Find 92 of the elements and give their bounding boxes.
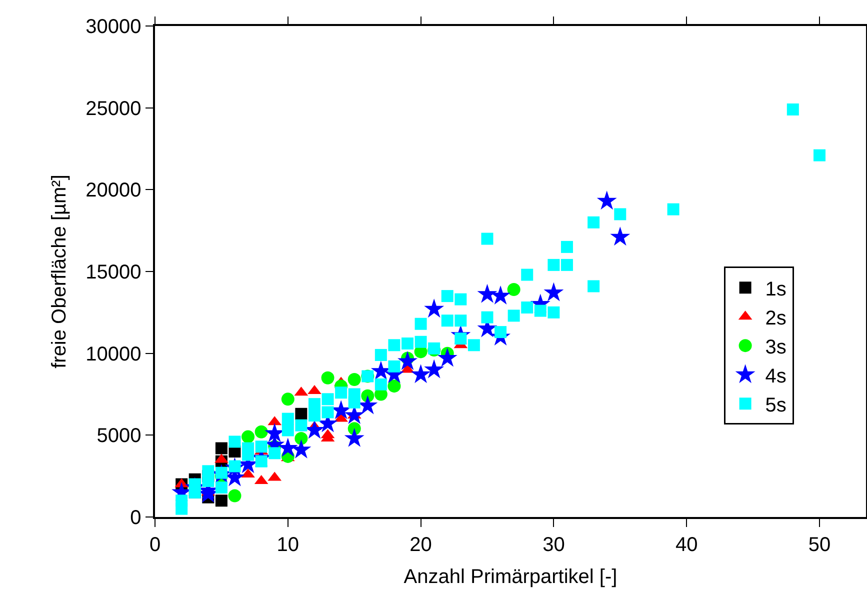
point bbox=[255, 440, 268, 453]
x-tick-label: 30 bbox=[542, 534, 565, 556]
point bbox=[202, 465, 214, 478]
point bbox=[437, 348, 458, 367]
point bbox=[610, 226, 630, 246]
y-tick-label: 15000 bbox=[86, 262, 142, 284]
point bbox=[428, 342, 440, 354]
point bbox=[494, 326, 507, 338]
point bbox=[215, 494, 228, 507]
point bbox=[521, 302, 534, 314]
x-axis-title: Anzahl Primärpartikel [-] bbox=[404, 566, 618, 588]
point bbox=[454, 314, 467, 327]
y-tick-label: 0 bbox=[130, 507, 142, 529]
point bbox=[321, 371, 334, 384]
point bbox=[786, 103, 799, 116]
point bbox=[534, 304, 546, 317]
point bbox=[441, 314, 454, 327]
point bbox=[614, 208, 626, 220]
point bbox=[228, 489, 242, 502]
point bbox=[228, 436, 241, 448]
x-tick-label: 40 bbox=[675, 534, 698, 556]
x-tick-label: 20 bbox=[410, 534, 432, 556]
point bbox=[215, 482, 228, 494]
point bbox=[282, 412, 294, 425]
point bbox=[560, 258, 573, 271]
point bbox=[278, 438, 298, 457]
point bbox=[414, 318, 427, 330]
point bbox=[322, 393, 334, 406]
x-tick-label: 50 bbox=[808, 534, 831, 556]
point bbox=[560, 240, 573, 253]
point bbox=[424, 298, 444, 318]
point bbox=[348, 388, 360, 400]
point bbox=[348, 373, 361, 386]
point bbox=[215, 442, 228, 454]
point bbox=[295, 408, 308, 420]
x-tick-label: 10 bbox=[276, 534, 300, 556]
point bbox=[294, 432, 308, 445]
point bbox=[254, 425, 268, 438]
point bbox=[548, 306, 560, 318]
y-tick-label: 25000 bbox=[86, 98, 142, 120]
point bbox=[588, 216, 600, 228]
point bbox=[398, 351, 418, 370]
y-tick-label: 30000 bbox=[86, 16, 142, 38]
point bbox=[521, 268, 534, 281]
point bbox=[481, 311, 494, 324]
point bbox=[508, 310, 520, 322]
point bbox=[477, 284, 498, 303]
point bbox=[667, 203, 680, 216]
x-tick-label: 0 bbox=[149, 534, 161, 556]
point bbox=[308, 398, 320, 410]
point bbox=[596, 190, 617, 210]
y-tick-label: 5000 bbox=[96, 425, 142, 448]
point bbox=[414, 336, 427, 348]
point bbox=[410, 364, 431, 384]
point bbox=[441, 290, 454, 302]
point bbox=[295, 419, 308, 432]
point bbox=[454, 293, 467, 306]
point bbox=[242, 442, 254, 454]
point bbox=[424, 359, 444, 378]
point bbox=[322, 406, 334, 418]
legend-label: 2s bbox=[765, 307, 786, 330]
point bbox=[468, 339, 480, 352]
point bbox=[268, 447, 281, 460]
point bbox=[255, 455, 268, 468]
point bbox=[813, 149, 826, 162]
y-tick-label: 10000 bbox=[86, 343, 142, 366]
point bbox=[374, 378, 387, 390]
legend-label: 1s bbox=[765, 278, 786, 300]
point bbox=[388, 360, 400, 372]
point bbox=[374, 348, 387, 361]
point bbox=[490, 286, 511, 305]
point bbox=[291, 439, 312, 458]
point bbox=[544, 282, 564, 302]
legend-label: 5s bbox=[765, 394, 786, 416]
point bbox=[388, 339, 400, 352]
point bbox=[281, 392, 294, 406]
point bbox=[548, 258, 560, 271]
point bbox=[481, 232, 494, 245]
point bbox=[308, 410, 320, 422]
legend-label: 3s bbox=[765, 336, 786, 358]
point bbox=[344, 428, 364, 447]
point bbox=[507, 283, 520, 296]
point bbox=[402, 338, 414, 350]
y-axis-title: freie Oberfläche [µm²] bbox=[48, 174, 71, 368]
point bbox=[588, 280, 600, 292]
point bbox=[388, 380, 401, 393]
point bbox=[242, 430, 255, 444]
legend-label: 4s bbox=[765, 365, 786, 388]
point bbox=[335, 386, 348, 399]
point bbox=[176, 494, 188, 507]
y-tick-label: 20000 bbox=[86, 180, 142, 202]
point bbox=[282, 424, 294, 436]
